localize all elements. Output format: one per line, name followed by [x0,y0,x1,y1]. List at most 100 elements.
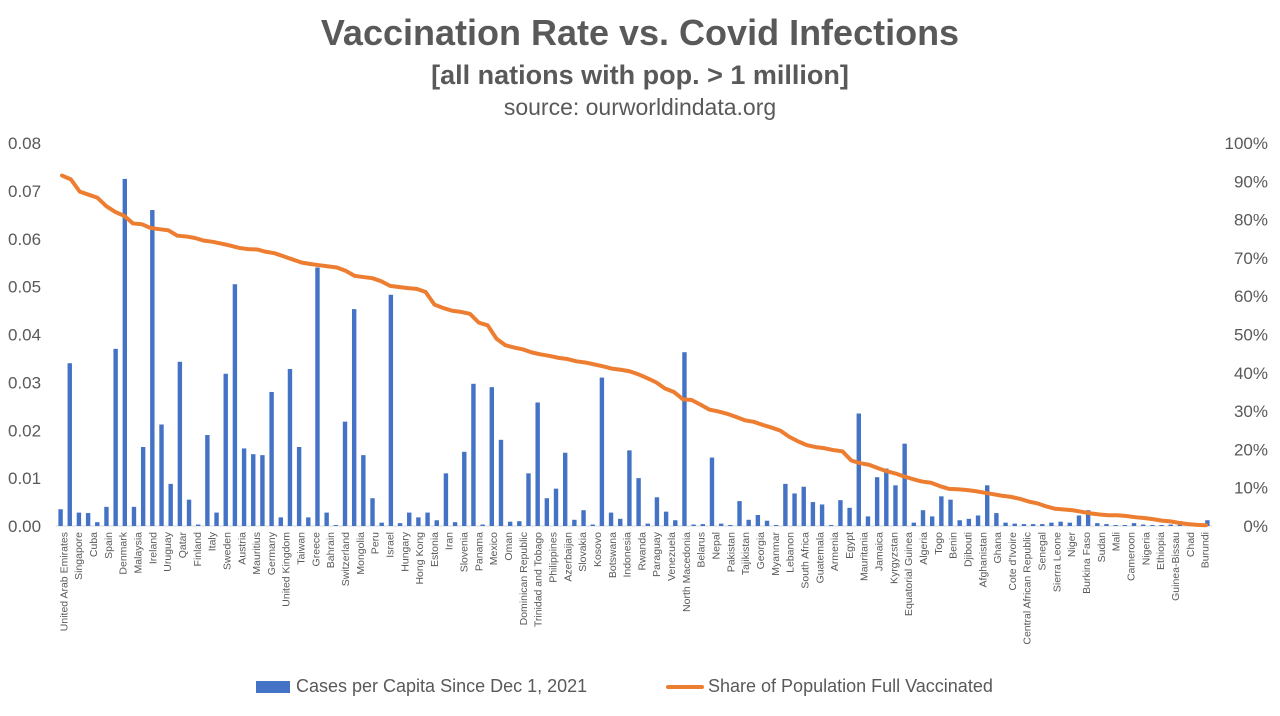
x-tick-label: Mali [1111,532,1123,551]
x-tick-label: Pakistan [725,532,737,572]
bar [718,523,724,526]
x-tick-label: Nigeria [1140,532,1152,565]
x-tick-label: Togo [933,532,945,555]
bar [85,513,91,526]
bar [370,498,375,526]
bar [774,525,779,526]
bar [654,497,660,526]
x-tick-label: Botswana [607,532,619,578]
right-tick-label: 30% [1234,402,1268,421]
bar [1040,524,1045,526]
x-tick-label: Qatar [177,532,189,559]
bar [535,402,540,526]
x-tick-label: Paraguay [651,531,663,577]
bar [1104,524,1109,526]
bar [810,502,816,526]
bar [507,521,513,526]
bar [388,294,394,526]
bar [599,377,605,526]
x-tick-label: Sierra Leone [1051,532,1063,592]
x-tick-label: Mongolia [355,532,367,575]
bar [627,450,632,526]
bar [645,523,650,526]
bar [205,435,210,526]
left-tick-label: 0.04 [8,326,41,345]
bar [618,518,623,526]
bar [1122,525,1128,526]
x-tick-label: Taiwan [296,532,308,565]
bar [517,521,522,526]
bar [847,507,852,526]
bar [58,509,63,526]
bar [608,512,614,526]
bar [590,524,595,526]
x-tick-label: Afghanistan [977,532,989,588]
bar [425,512,430,526]
x-tick-label: Philippines [548,532,560,583]
bar [296,447,302,526]
x-tick-label: Dominican Republic [518,532,530,625]
bar [829,525,834,526]
right-tick-label: 60% [1234,287,1268,306]
bar [76,512,82,526]
x-tick-label: Italy [207,531,219,551]
x-tick-label: Cote d'Ivoire [1007,532,1019,591]
x-tick-label: Israel [385,532,397,558]
bar [287,368,293,526]
bar [1131,523,1137,526]
bar [269,391,274,526]
bar [957,520,962,526]
x-tick-label: Slovakia [577,532,589,572]
bar [792,493,797,526]
bar [755,514,761,526]
bar [562,452,568,526]
x-tick-label: Switzerland [340,532,352,586]
bar [911,522,917,526]
x-tick-label: Niger [1066,531,1078,557]
x-tick-label: Bahrain [325,532,337,568]
bar [1159,525,1164,526]
x-tick-label: Egypt [844,532,856,559]
bar [966,518,972,526]
bar [278,517,283,526]
x-tick-label: Finland [192,532,204,567]
x-tick-label: United Kingdom [281,532,293,607]
x-tick-label: Belarus [696,532,708,568]
bar [994,513,999,526]
bar [489,387,494,526]
x-tick-label: South Africa [799,532,811,589]
bar [544,498,550,526]
bar [241,448,247,526]
right-tick-label: 0% [1243,517,1268,536]
bar [361,455,366,526]
bar [893,485,898,526]
x-tick-label: Singapore [73,532,85,580]
x-tick-label: Sudan [1096,532,1108,563]
bar [939,496,944,526]
right-tick-label: 10% [1234,479,1268,498]
bar [416,517,421,526]
left-y-axis: 0.00 0.01 0.02 0.03 0.04 0.05 0.06 0.07 0.08 [8,134,41,536]
bar [673,520,678,526]
bar [884,468,889,526]
bar [1003,522,1008,526]
x-tick-label: Senegal [1037,532,1049,571]
x-tick-label: Benin [948,532,960,559]
bar [572,519,577,526]
legend-swatch-line [666,684,704,689]
x-tick-label: Burkina Faso [1081,532,1093,594]
x-tick-label: Armenia [829,532,841,571]
bar [526,473,531,526]
x-tick-label: Spain [103,532,115,559]
x-axis-labels: United Arab Emirates Singapore Cuba Spain De… [58,531,1211,644]
x-tick-label: Trinidad and Tobago [533,532,545,627]
x-tick-label: Mexico [488,532,500,565]
chart-title: Vaccination Rate vs. Covid Infections [320,12,960,53]
chart-plot: 0.00 0.01 0.02 0.03 0.04 0.05 0.06 0.07 0.08 0% 1… [8,134,1268,645]
right-tick-label: 50% [1234,326,1268,345]
x-tick-label: Panama [473,532,485,571]
bar [113,348,118,526]
x-tick-label: Hungary [399,531,411,571]
bar [1076,515,1082,526]
bar [1205,520,1210,526]
